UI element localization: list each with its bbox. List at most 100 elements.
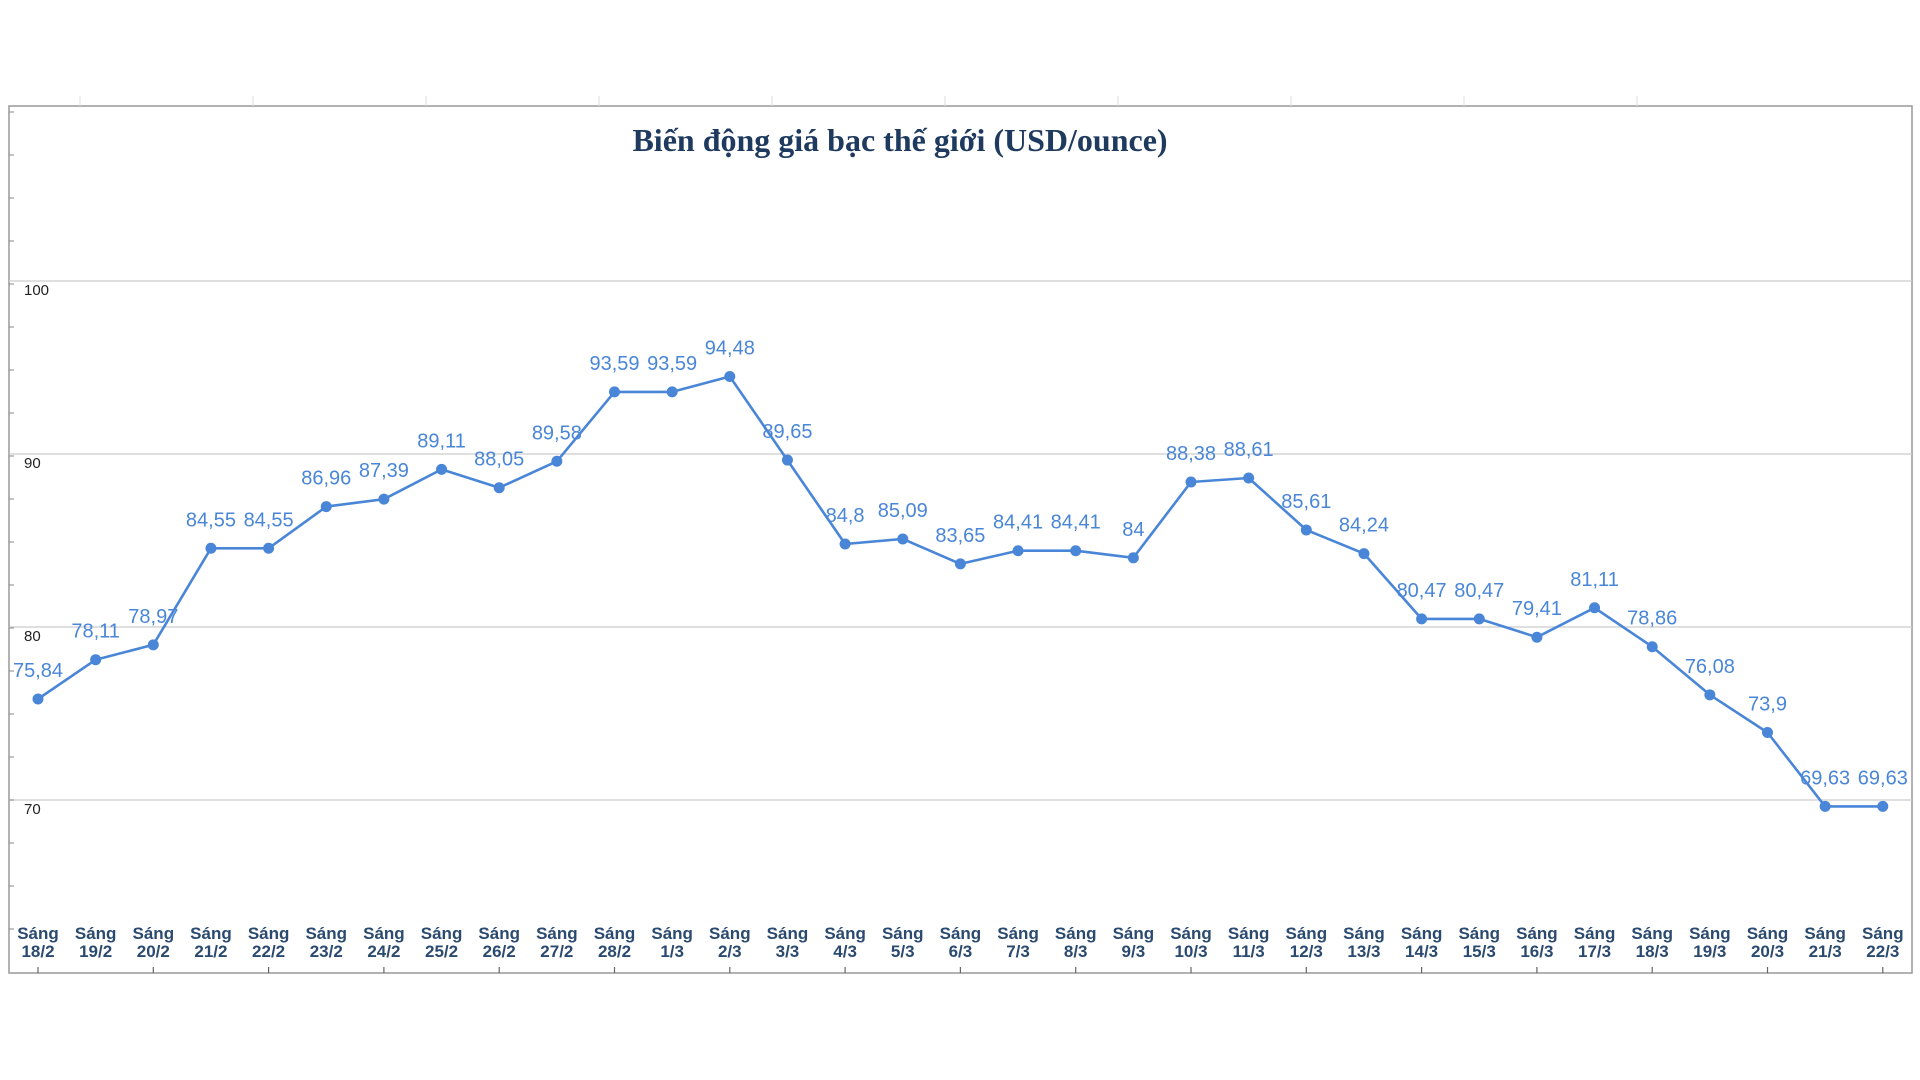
- data-label: 89,11: [417, 430, 466, 452]
- x-tick-label: 11/3: [1233, 942, 1265, 961]
- x-tick-label: 27/2: [540, 942, 573, 961]
- x-tick-label: Sáng: [709, 924, 751, 943]
- data-label: 76,08: [1685, 656, 1735, 678]
- x-tick-label: 4/3: [833, 942, 857, 961]
- x-tick-label: 13/3: [1347, 942, 1380, 961]
- data-point: [32, 693, 44, 705]
- x-tick-label: 3/3: [776, 942, 800, 961]
- grid-lines: [9, 280, 1912, 801]
- data-label: 84,55: [244, 509, 294, 531]
- x-tick-label: Sáng: [1113, 924, 1155, 943]
- data-point: [1243, 472, 1255, 484]
- data-label: 79,41: [1512, 598, 1562, 620]
- data-point: [1762, 727, 1773, 739]
- data-label: 81,11: [1570, 569, 1619, 591]
- data-point: [378, 493, 390, 505]
- x-tick-label: Sáng: [1516, 924, 1558, 943]
- x-axis-ticks: Sáng18/2Sáng19/2Sáng20/2Sáng21/2Sáng22/2…: [17, 924, 1903, 961]
- data-point: [1185, 476, 1197, 488]
- data-label: 84,41: [1051, 512, 1101, 534]
- x-tick-label: 21/2: [194, 942, 227, 961]
- x-tick-label: Sáng: [190, 924, 232, 943]
- x-tick-label: Sáng: [824, 924, 866, 943]
- data-label: 83,65: [935, 525, 985, 547]
- x-tick-label: 24/2: [367, 942, 400, 961]
- data-point: [263, 542, 275, 554]
- x-tick-label: 18/2: [21, 942, 54, 961]
- x-tick-label: 19/2: [79, 942, 112, 961]
- x-tick-label: Sáng: [421, 924, 463, 943]
- x-tick-label: 10/3: [1174, 942, 1207, 961]
- data-label: 93,59: [647, 353, 697, 375]
- data-point: [839, 538, 851, 550]
- x-tick-label: Sáng: [1574, 924, 1616, 943]
- data-point: [897, 533, 909, 545]
- x-tick-label: 15/3: [1463, 942, 1496, 961]
- data-point: [609, 386, 620, 398]
- data-label: 78,86: [1627, 608, 1677, 630]
- frame-ticks: [9, 96, 1884, 973]
- data-label: 84,41: [993, 512, 1043, 534]
- x-tick-label: Sáng: [767, 924, 809, 943]
- x-tick-label: 9/3: [1122, 942, 1146, 961]
- y-tick-label: 80: [24, 628, 41, 645]
- data-label: 84: [1122, 519, 1144, 541]
- x-tick-label: 26/2: [483, 942, 516, 961]
- y-axis-ticks: 70 80 90 100: [24, 282, 49, 818]
- data-label: 87,39: [359, 460, 409, 482]
- data-label: 75,84: [13, 660, 63, 682]
- data-label: 80,47: [1397, 580, 1447, 602]
- data-point: [147, 639, 159, 651]
- x-tick-label: Sáng: [17, 924, 59, 943]
- x-tick-label: 6/3: [949, 942, 973, 961]
- x-tick-label: Sáng: [536, 924, 578, 943]
- data-label: 84,55: [186, 509, 236, 531]
- x-tick-label: Sáng: [997, 924, 1039, 943]
- x-tick-label: 22/3: [1866, 942, 1899, 961]
- x-tick-label: Sáng: [1343, 924, 1385, 943]
- data-point: [954, 558, 966, 570]
- y-tick-label: 70: [24, 801, 41, 818]
- x-tick-label: Sáng: [1055, 924, 1097, 943]
- data-point: [205, 542, 217, 554]
- x-tick-label: Sáng: [75, 924, 117, 943]
- chart-title: Biến động giá bạc thế giới (USD/ounce): [632, 122, 1167, 158]
- data-label: 85,61: [1281, 491, 1331, 513]
- data-point: [781, 454, 793, 466]
- data-label: 80,47: [1454, 580, 1504, 602]
- data-point: [1070, 545, 1082, 557]
- x-tick-label: 25/2: [425, 942, 458, 961]
- data-point: [666, 386, 678, 398]
- data-point: [1877, 800, 1889, 812]
- data-point: [1358, 548, 1370, 560]
- x-tick-label: Sáng: [305, 924, 347, 943]
- x-tick-label: Sáng: [1401, 924, 1443, 943]
- data-point: [90, 654, 102, 666]
- x-tick-label: 1/3: [660, 942, 684, 961]
- plot-frame: [8, 105, 1913, 974]
- x-tick-label: Sáng: [1689, 924, 1731, 943]
- x-tick-label: 7/3: [1006, 942, 1030, 961]
- x-tick-label: 2/3: [718, 942, 742, 961]
- y-tick-label: 100: [24, 282, 49, 299]
- data-label: 89,65: [762, 421, 812, 443]
- data-label: 78,11: [71, 621, 120, 643]
- data-label: 88,61: [1224, 439, 1274, 461]
- x-tick-label: Sáng: [1747, 924, 1789, 943]
- x-tick-label: Sáng: [1170, 924, 1212, 943]
- x-tick-label: Sáng: [1804, 924, 1846, 943]
- data-point: [1127, 552, 1139, 564]
- data-label: 85,09: [878, 500, 928, 522]
- data-point: [1646, 641, 1658, 653]
- x-tick-label: Sáng: [478, 924, 520, 943]
- x-tick-label: Sáng: [882, 924, 924, 943]
- data-point: [551, 455, 563, 467]
- x-tick-label: 8/3: [1064, 942, 1088, 961]
- x-tick-label: 23/2: [310, 942, 343, 961]
- x-tick-label: Sáng: [1862, 924, 1904, 943]
- x-tick-label: Sáng: [1631, 924, 1673, 943]
- data-point: [1704, 689, 1716, 701]
- data-point: [320, 501, 332, 513]
- x-tick-label: 28/2: [598, 942, 631, 961]
